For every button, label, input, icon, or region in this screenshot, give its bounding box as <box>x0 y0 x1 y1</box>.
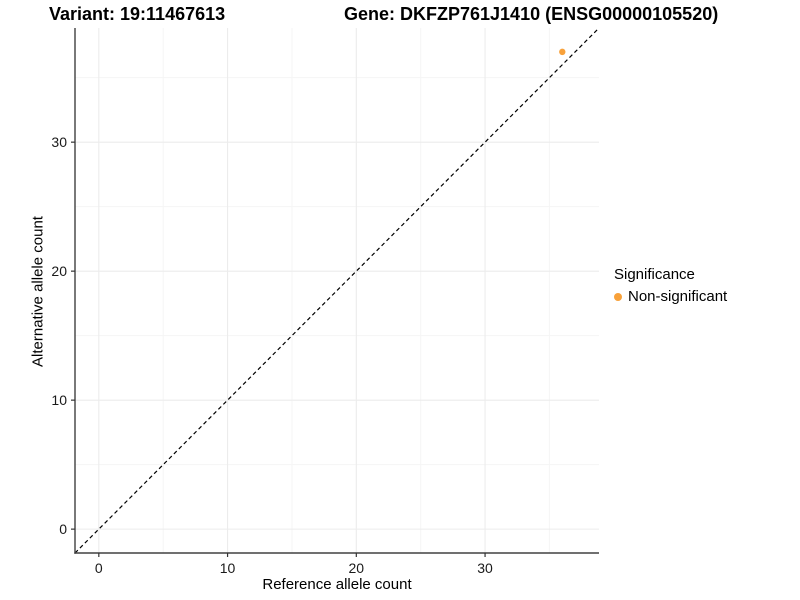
variant-title: Variant: 19:11467613 <box>49 4 226 24</box>
gene-title: Gene: DKFZP761J1410 (ENSG00000105520) <box>344 4 719 24</box>
identity-line <box>74 27 600 554</box>
y-tick-label: 0 <box>59 521 67 537</box>
data-point <box>559 48 566 56</box>
x-tick-label: 20 <box>349 560 365 576</box>
legend: Significance Non-significant <box>614 266 727 305</box>
legend-item-label: Non-significant <box>628 288 728 305</box>
x-tick-label: 10 <box>220 560 236 576</box>
legend-item: Non-significant <box>614 288 727 305</box>
x-axis-title: Reference allele count <box>262 576 412 593</box>
y-tick-label: 10 <box>51 392 67 408</box>
x-tick-label: 30 <box>477 560 493 576</box>
y-tick-label: 30 <box>51 134 67 150</box>
legend-title: Significance <box>614 266 695 283</box>
y-axis-title: Alternative allele count <box>29 216 47 367</box>
x-tick-label: 0 <box>95 560 103 576</box>
y-tick-label: 20 <box>51 263 67 279</box>
legend-marker-icon <box>614 292 622 301</box>
